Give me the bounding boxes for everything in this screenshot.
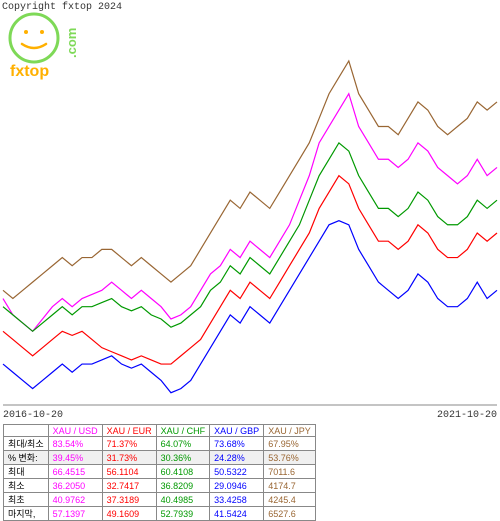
cell: 67.95%	[264, 437, 316, 451]
row-header: % 변화:	[4, 451, 49, 465]
cell: 50.5322	[210, 465, 264, 479]
line-chart	[0, 10, 500, 410]
col-header: XAU / CHF	[156, 425, 210, 437]
cell: 57.1397	[48, 507, 102, 521]
row-header: 최대	[4, 465, 49, 479]
row-header: 최소	[4, 479, 49, 493]
x-label-end: 2021-10-20	[437, 410, 497, 421]
cell: 30.36%	[156, 451, 210, 465]
cell: 49.1609	[102, 507, 156, 521]
cell: 53.76%	[264, 451, 316, 465]
cell: 73.68%	[210, 437, 264, 451]
cell: 6527.6	[264, 507, 316, 521]
cell: 24.28%	[210, 451, 264, 465]
cell: 7011.6	[264, 465, 316, 479]
cell: 83.54%	[48, 437, 102, 451]
row-header: 최대/최소	[4, 437, 49, 451]
col-header: XAU / EUR	[102, 425, 156, 437]
cell: 41.5424	[210, 507, 264, 521]
row-header	[4, 425, 49, 437]
cell: 32.7417	[102, 479, 156, 493]
cell: 36.8209	[156, 479, 210, 493]
cell: 4174.7	[264, 479, 316, 493]
cell: 60.4108	[156, 465, 210, 479]
x-axis-labels: 2016-10-20 2021-10-20	[3, 410, 497, 421]
cell: 64.07%	[156, 437, 210, 451]
cell: 31.73%	[102, 451, 156, 465]
cell: 56.1104	[102, 465, 156, 479]
cell: 52.7939	[156, 507, 210, 521]
cell: 29.0946	[210, 479, 264, 493]
currency-table: XAU / USDXAU / EURXAU / CHFXAU / GBPXAU …	[3, 424, 316, 521]
cell: 36.2050	[48, 479, 102, 493]
cell: 71.37%	[102, 437, 156, 451]
row-header: 마지막,	[4, 507, 49, 521]
col-header: XAU / GBP	[210, 425, 264, 437]
col-header: XAU / JPY	[264, 425, 316, 437]
col-header: XAU / USD	[48, 425, 102, 437]
cell: 66.4515	[48, 465, 102, 479]
x-label-start: 2016-10-20	[3, 410, 63, 421]
cell: 39.45%	[48, 451, 102, 465]
